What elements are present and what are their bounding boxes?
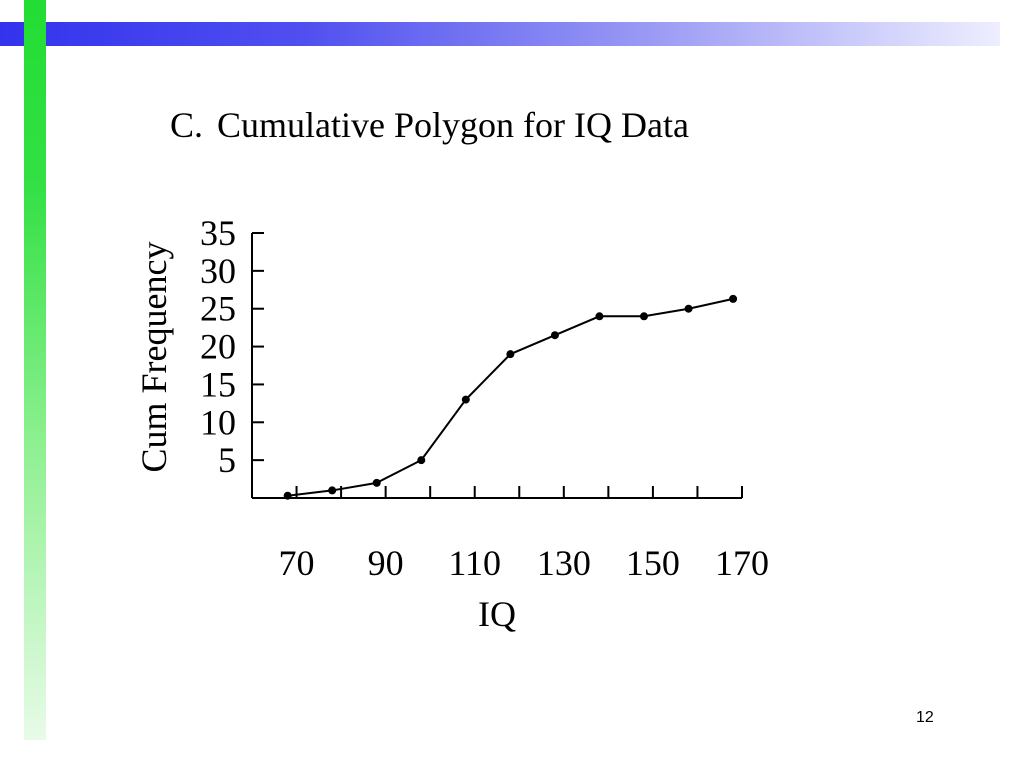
slide-title: C. Cumulative Polygon for IQ Data — [170, 104, 689, 146]
side-accent-bar — [24, 0, 46, 740]
y-tick-label: 10 — [200, 402, 236, 442]
data-point — [283, 491, 292, 500]
data-point — [595, 312, 604, 321]
y-tick-label: 20 — [200, 327, 236, 367]
data-point — [550, 331, 559, 340]
x-tick-label: 130 — [537, 543, 591, 583]
y-tick-label: 5 — [218, 440, 236, 480]
y-tick-label: 15 — [200, 364, 236, 404]
x-axis-ticks: 70 90 110 130 150 170 — [251, 486, 769, 583]
y-tick-label: 25 — [200, 289, 236, 329]
page-number: 12 — [916, 709, 934, 726]
data-point — [417, 456, 426, 465]
data-series — [283, 294, 738, 500]
data-point — [684, 304, 693, 313]
chart-axes — [251, 233, 742, 499]
cumulative-frequency-line — [287, 297, 734, 497]
y-axis-label: Cum Frequency — [134, 242, 174, 473]
x-tick-label: 90 — [368, 543, 404, 583]
x-axis-label: IQ — [478, 594, 516, 634]
y-tick-label: 35 — [200, 213, 236, 253]
slide-title-text: Cumulative Polygon for IQ Data — [217, 105, 689, 145]
x-tick-label: 170 — [715, 543, 769, 583]
data-point — [328, 486, 337, 495]
data-point — [729, 294, 738, 303]
slide-title-prefix: C. — [170, 105, 204, 145]
x-tick-label: 70 — [279, 543, 315, 583]
data-point — [506, 350, 515, 359]
x-tick-label: 110 — [448, 543, 501, 583]
x-tick-label: 150 — [626, 543, 680, 583]
data-point — [372, 478, 381, 487]
y-tick-label: 30 — [200, 251, 236, 291]
data-point — [461, 395, 470, 404]
data-point — [640, 312, 648, 321]
top-accent-bar — [0, 22, 1000, 46]
